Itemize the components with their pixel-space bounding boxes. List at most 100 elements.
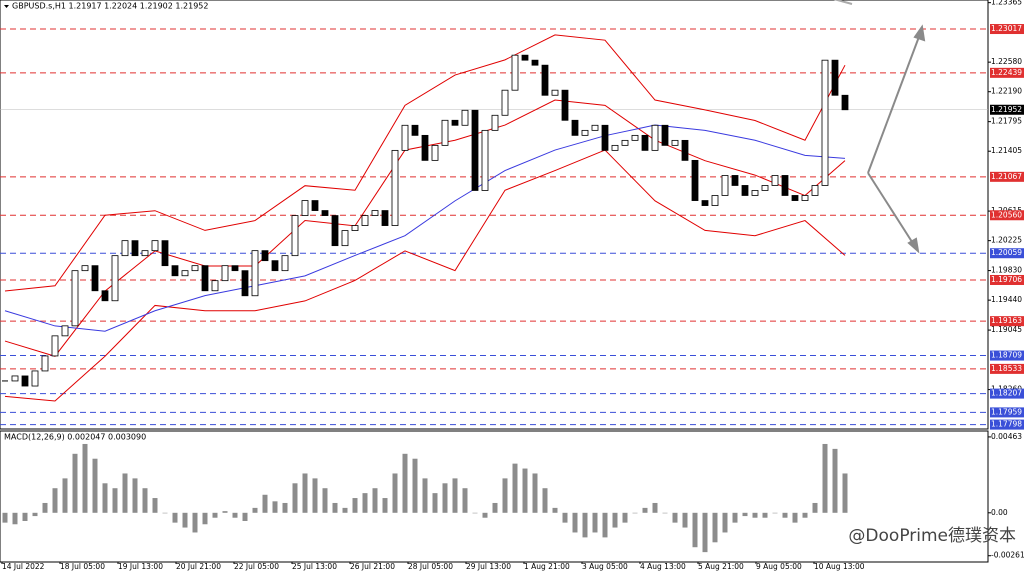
candle [51,335,59,357]
y-tick-label: 1.19830 [991,266,1022,275]
level-tag [990,419,1024,430]
chart-title: GBPUSD.s,H1 1.21917 1.22024 1.21902 1.21… [12,2,208,11]
macd-bar [172,512,178,523]
macd-bar [582,512,588,538]
macd-bar [492,502,498,513]
last-price-tag [990,104,1024,115]
macd-bar [12,512,18,525]
candle [81,265,89,272]
projection-arrows [833,0,926,254]
macd-bar [302,473,308,513]
macd-bar [812,502,818,513]
macd-bar [672,512,678,523]
x-tick-label: 9 Aug 05:00 [756,562,802,571]
x-tick-label: 26 Jul 21:00 [350,562,395,571]
macd-bar [422,478,428,513]
candle [111,255,119,302]
candle [271,260,279,272]
macd-bar [712,512,718,543]
x-tick-label: 1 Aug 21:00 [524,562,570,571]
macd-bar [442,483,448,513]
candle [741,185,749,196]
macd-bar [62,478,68,513]
candle [681,139,689,161]
macd-bar [222,511,228,513]
macd-bar [142,488,148,513]
macd-bar [362,493,368,513]
arrow-head [907,237,920,254]
macd-bar [22,512,28,521]
candle [671,139,679,146]
macd-bar [642,507,648,513]
candle [511,54,519,91]
y-tick-label: -0.002619 [991,551,1024,560]
macd-bar [742,512,748,517]
macd-bar [242,512,248,521]
macd-bar [382,498,388,513]
macd-bar [832,448,838,513]
candle [281,255,289,272]
macd-bar [132,478,138,513]
macd-bar [332,502,338,513]
candle [631,134,639,141]
y-tick-label: 0.00 [991,508,1008,517]
candle [221,265,229,282]
candle [691,159,699,201]
macd-bar [792,512,798,523]
arrow-down [867,172,915,246]
macd-bar [372,488,378,513]
x-tick-label: 18 Jul 05:00 [60,562,105,571]
macd-bar [232,512,238,518]
macd-bar [732,512,738,523]
macd-bar [822,443,828,513]
candle [841,94,849,111]
macd-bar [52,488,58,513]
candle [431,144,439,161]
macd-bar [152,498,158,513]
candle [591,124,599,131]
candle [291,215,299,257]
candle [601,124,609,151]
candle [461,109,469,126]
candle [191,265,199,272]
candle [411,124,419,136]
macd-bar [682,512,688,528]
macd-bar [182,512,188,528]
macd-bar [522,468,528,513]
candle [621,139,629,146]
y-tick-label: 1.19440 [991,295,1022,304]
x-tick-label: 4 Aug 13:00 [640,562,686,571]
macd-bar [612,512,618,528]
macd-bar [652,502,658,513]
level-tag [990,363,1024,374]
candle [71,270,79,327]
macd-bar [562,512,568,523]
x-tick-label: 14 Jul 2022 [2,562,45,571]
macd-bar [592,512,598,533]
macd-bar [262,494,268,513]
menu-triangle [4,5,9,8]
candle [481,129,489,191]
macd-bar [212,512,218,518]
macd-bar [32,512,38,517]
level-tag [990,171,1024,182]
candle [211,280,219,292]
level-tag [990,24,1024,35]
macd-bar [92,458,98,513]
macd-bar [202,512,208,525]
macd-bar [572,512,578,533]
candle [551,89,559,96]
macd-bar [702,512,708,553]
macd-bar [512,463,518,513]
macd-bar [342,507,348,513]
candle [581,129,589,136]
candle [401,124,409,151]
level-tag [990,210,1024,221]
macd-bar [532,473,538,513]
macd-bar [602,512,608,538]
candle [821,59,829,186]
macd-bar [322,488,328,513]
candle [561,89,569,121]
candle [571,119,579,136]
candle [791,195,799,201]
